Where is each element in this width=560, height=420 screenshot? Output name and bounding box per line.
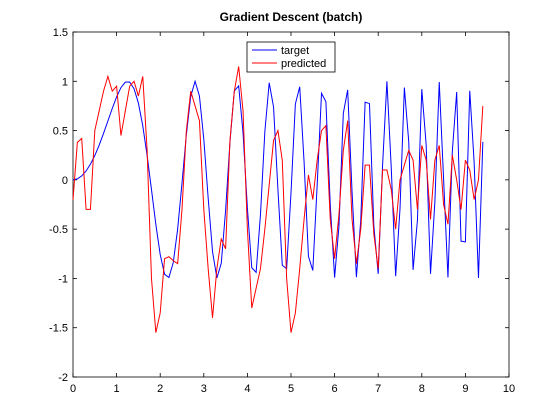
y-tick-label: 0.5 [53,126,68,138]
y-tick-label: -1.5 [49,323,68,335]
legend-box [246,41,336,73]
x-tick-label: 9 [462,383,468,395]
plot-area [72,31,510,378]
series-line [72,66,484,333]
y-tick-label: -0.5 [49,224,68,236]
x-tick-label: 7 [375,383,381,395]
chart-title: Gradient Descent (batch) [220,10,363,24]
legend-label: predicted [281,58,326,70]
x-tick-label: 10 [503,383,515,395]
x-tick-label: 2 [157,383,163,395]
x-tick-label: 4 [244,383,250,395]
x-tick-label: 5 [288,383,294,395]
y-tick-label: -1 [58,273,68,285]
y-tick-label: -2 [58,372,68,384]
x-tick-label: 0 [70,383,76,395]
y-tick-label: 1 [62,76,68,88]
series-line [72,79,484,279]
x-tick-label: 3 [201,383,207,395]
x-tick-label: 1 [114,383,120,395]
x-tick-label: 6 [332,383,338,395]
legend-label: target [281,45,309,57]
y-tick-label: 1.5 [53,27,68,39]
x-tick-label: 8 [419,383,425,395]
y-tick-label: 0 [62,175,68,187]
